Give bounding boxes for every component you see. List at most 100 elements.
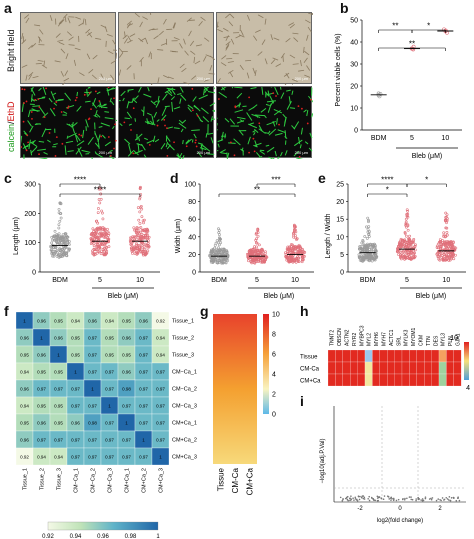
cell-shape xyxy=(39,29,44,35)
e-ytick-label: 15 xyxy=(336,217,344,224)
d-ytick-label: 60 xyxy=(188,217,196,224)
panel-h-cell xyxy=(357,349,366,363)
c-data-point xyxy=(95,229,98,233)
heatmap-cell-value: 0.96 xyxy=(20,387,29,392)
cell-shape xyxy=(238,34,245,38)
live-cell xyxy=(254,114,265,117)
cell-shape xyxy=(58,20,62,27)
c-data-point xyxy=(95,251,99,255)
live-cell xyxy=(30,87,36,96)
panel-i-point xyxy=(421,499,424,502)
cell-shape xyxy=(140,37,146,42)
c-data-point xyxy=(61,238,65,242)
live-cell xyxy=(85,119,89,128)
e-data-point xyxy=(443,258,447,262)
c-data-point xyxy=(103,242,107,246)
e-data-point xyxy=(370,255,373,259)
panel-h-cell xyxy=(401,361,410,375)
live-cell xyxy=(288,96,291,104)
c-data-point xyxy=(104,234,108,238)
d-xtick-label: 5 xyxy=(255,277,259,284)
c-data-point xyxy=(90,232,94,236)
d-data-point xyxy=(223,258,227,262)
live-cell xyxy=(72,122,78,127)
live-cell xyxy=(264,115,267,119)
panel-i-point xyxy=(352,497,354,499)
dead-cell xyxy=(22,120,25,123)
dead-cell xyxy=(253,150,256,153)
cell-shape xyxy=(303,57,308,63)
panel-i-point xyxy=(448,496,451,498)
c-data-point xyxy=(91,227,95,231)
cell-shape xyxy=(288,22,294,26)
dead-cell xyxy=(132,152,135,155)
live-cell xyxy=(141,143,146,151)
live-cell xyxy=(246,112,253,121)
live-cell xyxy=(149,120,153,124)
cell-shape xyxy=(273,37,280,41)
live-cell xyxy=(147,86,150,92)
live-cell xyxy=(115,118,121,122)
cell-shape xyxy=(60,82,66,88)
heatmap-cell-value: 1 xyxy=(125,421,128,426)
d-data-point xyxy=(218,236,221,240)
panel-i-point xyxy=(387,496,390,498)
live-cell xyxy=(37,157,48,161)
e-data-point xyxy=(365,225,368,229)
panel-i-point xyxy=(450,497,453,499)
panel-e-group-label: Bleb (μM) xyxy=(416,293,446,300)
live-cell xyxy=(236,116,246,120)
b-ytick-label: 20 xyxy=(350,84,358,91)
panel-h-cell xyxy=(342,361,351,375)
slash-label: / xyxy=(6,121,16,125)
e-data-point xyxy=(454,253,457,257)
c-data-point xyxy=(55,254,59,258)
live-cell xyxy=(30,146,38,154)
live-cell xyxy=(255,152,261,158)
e-data-point xyxy=(361,239,365,242)
e-data-point xyxy=(368,247,371,251)
live-cell xyxy=(180,128,184,133)
d-data-point xyxy=(285,258,289,262)
live-cell xyxy=(128,143,132,154)
micrograph-fl-3-texture xyxy=(211,78,314,165)
e-xtick-label: 10 xyxy=(442,277,450,284)
heatmap-cell-value: 1 xyxy=(40,336,43,341)
heatmap-cell-value: 1 xyxy=(57,353,60,358)
live-cell xyxy=(253,131,256,136)
dead-cell xyxy=(54,155,57,157)
d-data-point xyxy=(301,258,304,262)
c-data-point xyxy=(142,249,146,253)
heatmap-cell-value: 0.97 xyxy=(105,387,114,392)
live-cell xyxy=(210,116,213,122)
live-cell xyxy=(303,109,307,113)
c-data-point xyxy=(59,212,63,215)
e-data-point xyxy=(366,228,370,231)
cell-shape xyxy=(160,42,167,46)
c-data-point xyxy=(141,246,144,250)
heatmap-cell-value: 0.97 xyxy=(156,421,165,426)
panel-h-cell xyxy=(350,361,358,375)
live-cell xyxy=(207,153,215,155)
heatmap-cell-value: 1 xyxy=(23,319,26,324)
panel-i-point xyxy=(447,499,450,501)
c-data-point xyxy=(128,238,132,242)
live-cell xyxy=(71,123,76,134)
heatmap-cell-value: 0.94 xyxy=(156,353,165,358)
scalebar-fl-2: 200 μm xyxy=(196,150,210,155)
panel-h-heatmap: TNNT2 OBSCN ACTN2 RYR2 MYBPC3 MYL2 MYH6 MYH7 ACT… xyxy=(300,325,470,392)
live-cell xyxy=(266,100,277,103)
micrograph-bf-3: 200 μm xyxy=(213,8,315,91)
dead-cell xyxy=(107,86,110,88)
live-cell xyxy=(27,109,31,118)
c-data-point xyxy=(49,248,53,251)
panel-label-a: a xyxy=(4,0,12,16)
live-cell xyxy=(164,87,174,94)
panel-b-chart: Percent viable cells (%) 0 10 20 30 40 50 BDM… xyxy=(335,18,462,160)
d-data-point xyxy=(301,248,304,251)
c-data-point xyxy=(67,243,71,246)
cell-shape xyxy=(183,81,190,85)
c-data-point xyxy=(64,254,68,257)
cell-shape xyxy=(191,75,197,80)
heatmap-cell-value: 0.97 xyxy=(122,455,131,460)
